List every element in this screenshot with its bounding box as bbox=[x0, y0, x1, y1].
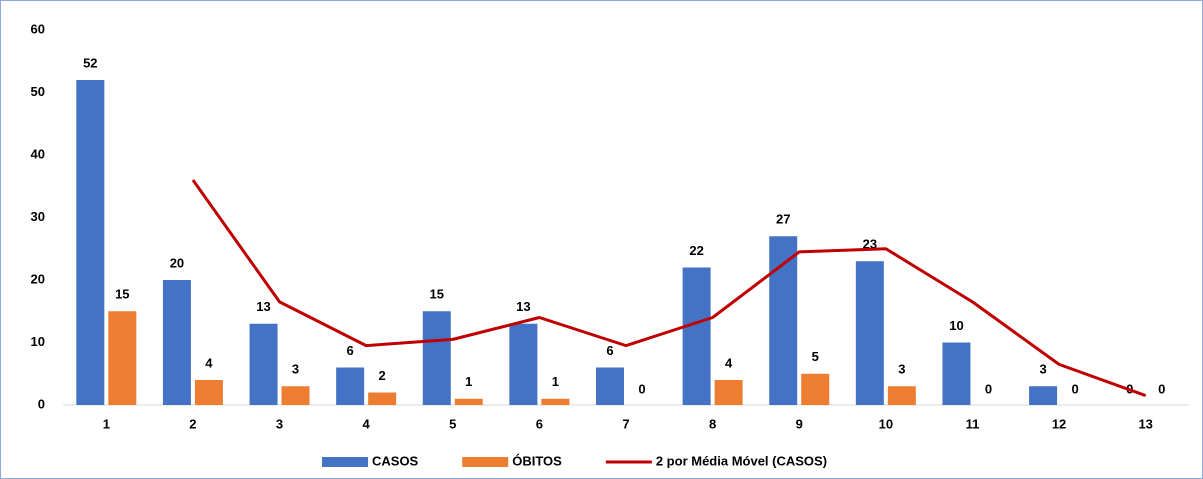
bar bbox=[368, 392, 397, 405]
legend-label: 2 por Média Móvel (CASOS) bbox=[656, 453, 827, 468]
bar bbox=[336, 367, 365, 405]
bar bbox=[801, 373, 830, 405]
bar bbox=[454, 398, 483, 405]
x-tick-label: 2 bbox=[189, 416, 196, 431]
bar bbox=[162, 280, 191, 405]
y-tick-label: 60 bbox=[31, 21, 45, 36]
data-label: 0 bbox=[985, 381, 992, 396]
legend-label: CASOS bbox=[372, 453, 419, 468]
x-tick-label: 7 bbox=[622, 416, 629, 431]
y-tick-label: 0 bbox=[38, 396, 45, 411]
bar bbox=[887, 386, 916, 405]
x-tick-label: 9 bbox=[796, 416, 803, 431]
data-label: 3 bbox=[1039, 362, 1046, 377]
data-label: 10 bbox=[949, 318, 963, 333]
data-label: 20 bbox=[170, 255, 184, 270]
data-label: 4 bbox=[205, 355, 213, 370]
data-label: 15 bbox=[115, 287, 129, 302]
bar bbox=[281, 386, 310, 405]
x-tick-label: 4 bbox=[363, 416, 371, 431]
x-tick-label: 8 bbox=[709, 416, 716, 431]
data-label: 4 bbox=[725, 355, 733, 370]
bar bbox=[855, 261, 884, 405]
bar bbox=[509, 323, 538, 405]
x-tick-label: 5 bbox=[449, 416, 456, 431]
x-tick-label: 12 bbox=[1052, 416, 1066, 431]
bar bbox=[422, 311, 451, 405]
x-tick-label: 13 bbox=[1138, 416, 1152, 431]
data-label: 3 bbox=[292, 362, 299, 377]
data-label: 3 bbox=[898, 362, 905, 377]
line-series bbox=[191, 179, 1147, 398]
x-tick-label: 11 bbox=[966, 416, 980, 431]
y-tick-label: 50 bbox=[31, 84, 45, 99]
data-label: 1 bbox=[465, 374, 472, 389]
data-label: 22 bbox=[689, 243, 703, 258]
x-tick-label: 3 bbox=[276, 416, 283, 431]
bar bbox=[194, 380, 223, 405]
data-label: 6 bbox=[347, 343, 354, 358]
y-tick-label: 30 bbox=[31, 209, 45, 224]
bar bbox=[1029, 386, 1058, 405]
legend-swatch bbox=[322, 457, 368, 467]
y-tick-label: 10 bbox=[31, 334, 45, 349]
bar bbox=[682, 267, 711, 405]
y-tick-label: 40 bbox=[31, 146, 45, 161]
bar bbox=[76, 80, 105, 405]
data-label: 0 bbox=[1158, 381, 1165, 396]
data-label: 5 bbox=[812, 349, 819, 364]
legend-swatch bbox=[462, 457, 509, 467]
bar bbox=[942, 342, 971, 405]
y-tick-label: 20 bbox=[31, 271, 45, 286]
data-label: 6 bbox=[606, 343, 613, 358]
bar bbox=[714, 380, 743, 405]
data-label: 2 bbox=[379, 368, 386, 383]
x-tick-label: 10 bbox=[879, 416, 893, 431]
legend-label: ÓBITOS bbox=[512, 453, 562, 468]
x-tick-label: 6 bbox=[536, 416, 543, 431]
data-label: 27 bbox=[776, 212, 790, 227]
bar bbox=[249, 323, 278, 405]
data-label: 13 bbox=[256, 299, 270, 314]
bar bbox=[596, 367, 624, 405]
data-label: 15 bbox=[430, 287, 444, 302]
data-label: 1 bbox=[552, 374, 559, 389]
data-label: 52 bbox=[83, 55, 97, 70]
data-label: 13 bbox=[516, 299, 530, 314]
data-label: 0 bbox=[638, 381, 645, 396]
bar bbox=[769, 236, 798, 405]
data-label: 0 bbox=[1071, 381, 1078, 396]
x-tick-label: 1 bbox=[103, 416, 110, 431]
bar bbox=[108, 311, 137, 405]
bar bbox=[541, 398, 570, 405]
